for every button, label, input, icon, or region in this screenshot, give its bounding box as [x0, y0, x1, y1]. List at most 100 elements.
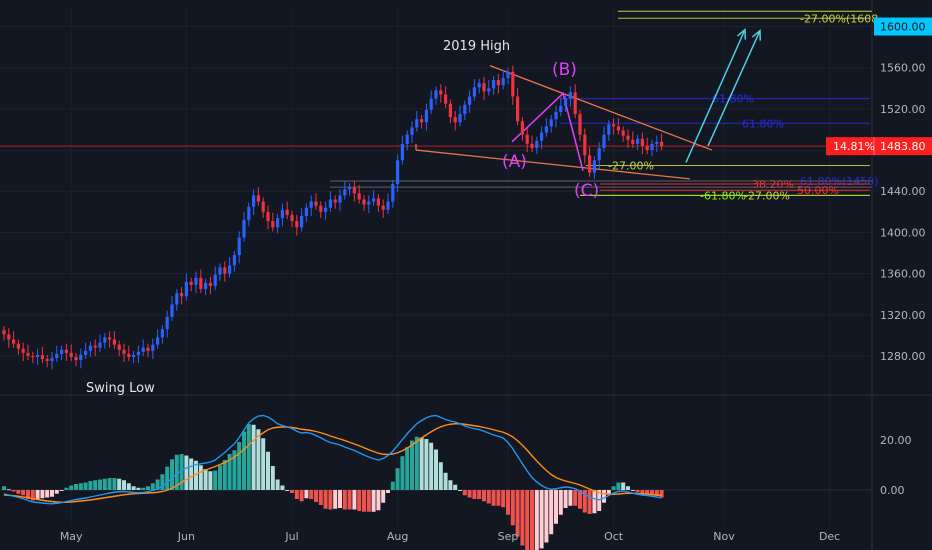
- candle[interactable]: [597, 141, 601, 169]
- candle[interactable]: [357, 185, 361, 204]
- candle[interactable]: [223, 261, 227, 282]
- candle[interactable]: [36, 348, 40, 366]
- candle[interactable]: [367, 195, 371, 213]
- candle[interactable]: [554, 105, 558, 128]
- candle[interactable]: [487, 80, 491, 96]
- candle[interactable]: [348, 183, 352, 196]
- macd-panel[interactable]: [0, 414, 872, 550]
- candle[interactable]: [280, 203, 284, 227]
- candle[interactable]: [208, 276, 212, 295]
- candle[interactable]: [12, 331, 16, 348]
- price-axis[interactable]: 1280.001320.001360.001400.001440.001480.…: [826, 17, 932, 497]
- candle[interactable]: [60, 345, 64, 361]
- candle[interactable]: [151, 338, 155, 360]
- candle[interactable]: [621, 126, 625, 142]
- candle[interactable]: [544, 118, 548, 137]
- candle[interactable]: [184, 273, 188, 301]
- candle[interactable]: [127, 345, 131, 362]
- candle[interactable]: [386, 193, 390, 214]
- candle[interactable]: [295, 214, 299, 236]
- candle[interactable]: [21, 342, 25, 362]
- candle[interactable]: [160, 325, 164, 344]
- candle[interactable]: [511, 65, 515, 105]
- candle[interactable]: [636, 134, 640, 151]
- candle[interactable]: [391, 179, 395, 208]
- candle[interactable]: [535, 136, 539, 155]
- candle[interactable]: [165, 310, 169, 338]
- candle[interactable]: [516, 88, 520, 126]
- candle[interactable]: [319, 201, 323, 219]
- candle[interactable]: [578, 109, 582, 141]
- candle[interactable]: [228, 257, 232, 278]
- candle[interactable]: [376, 194, 380, 212]
- candle[interactable]: [98, 334, 102, 352]
- candle[interactable]: [501, 69, 505, 90]
- candle[interactable]: [7, 328, 11, 348]
- candle[interactable]: [156, 329, 160, 349]
- candle[interactable]: [477, 79, 481, 94]
- candle[interactable]: [304, 203, 308, 223]
- candle[interactable]: [482, 76, 486, 100]
- candle[interactable]: [170, 296, 174, 321]
- candle[interactable]: [559, 97, 563, 117]
- candle[interactable]: [314, 193, 318, 210]
- candle[interactable]: [199, 269, 203, 294]
- candle[interactable]: [69, 344, 73, 362]
- candle[interactable]: [31, 351, 35, 364]
- candle[interactable]: [525, 128, 529, 153]
- candle[interactable]: [204, 278, 208, 296]
- candle[interactable]: [352, 180, 356, 202]
- candle[interactable]: [309, 195, 313, 216]
- candle[interactable]: [420, 115, 424, 129]
- candle[interactable]: [453, 110, 457, 131]
- candle[interactable]: [218, 263, 222, 281]
- candle[interactable]: [50, 351, 54, 370]
- candle[interactable]: [132, 350, 136, 364]
- candle[interactable]: [79, 348, 83, 369]
- candle[interactable]: [88, 341, 92, 357]
- candle[interactable]: [343, 180, 347, 200]
- candle[interactable]: [180, 286, 184, 305]
- candle[interactable]: [141, 339, 145, 356]
- candle[interactable]: [194, 271, 198, 294]
- candle[interactable]: [103, 333, 107, 349]
- candle[interactable]: [472, 79, 476, 101]
- candle[interactable]: [564, 94, 568, 112]
- candle[interactable]: [112, 331, 116, 349]
- candle[interactable]: [136, 345, 140, 364]
- candle[interactable]: [2, 326, 6, 341]
- candle[interactable]: [568, 86, 572, 107]
- candle[interactable]: [424, 103, 428, 131]
- candle[interactable]: [84, 342, 88, 360]
- candle[interactable]: [16, 339, 20, 355]
- candle[interactable]: [271, 212, 275, 232]
- candle[interactable]: [626, 129, 630, 149]
- candle[interactable]: [242, 211, 246, 242]
- candle[interactable]: [612, 118, 616, 135]
- candle[interactable]: [26, 344, 30, 361]
- candle[interactable]: [213, 266, 217, 291]
- candle[interactable]: [372, 190, 376, 206]
- candle[interactable]: [400, 135, 404, 165]
- candle[interactable]: [434, 86, 438, 105]
- candle[interactable]: [640, 132, 644, 155]
- candle[interactable]: [300, 207, 304, 232]
- candle[interactable]: [333, 195, 337, 209]
- candle[interactable]: [429, 90, 433, 115]
- candle[interactable]: [64, 343, 68, 362]
- candle[interactable]: [276, 213, 280, 234]
- candle[interactable]: [324, 201, 328, 221]
- candle[interactable]: [410, 121, 414, 143]
- candles[interactable]: [2, 65, 664, 370]
- candle[interactable]: [583, 128, 587, 164]
- time-axis[interactable]: May Jun Jul Aug Sep Oct Nov Dec: [60, 530, 840, 543]
- candle[interactable]: [458, 105, 462, 127]
- candle[interactable]: [444, 86, 448, 108]
- candle[interactable]: [146, 343, 150, 357]
- candle[interactable]: [405, 130, 409, 151]
- candle[interactable]: [328, 191, 332, 212]
- candle[interactable]: [573, 84, 577, 119]
- candle[interactable]: [655, 135, 659, 153]
- candle[interactable]: [607, 120, 611, 141]
- candle[interactable]: [256, 187, 260, 206]
